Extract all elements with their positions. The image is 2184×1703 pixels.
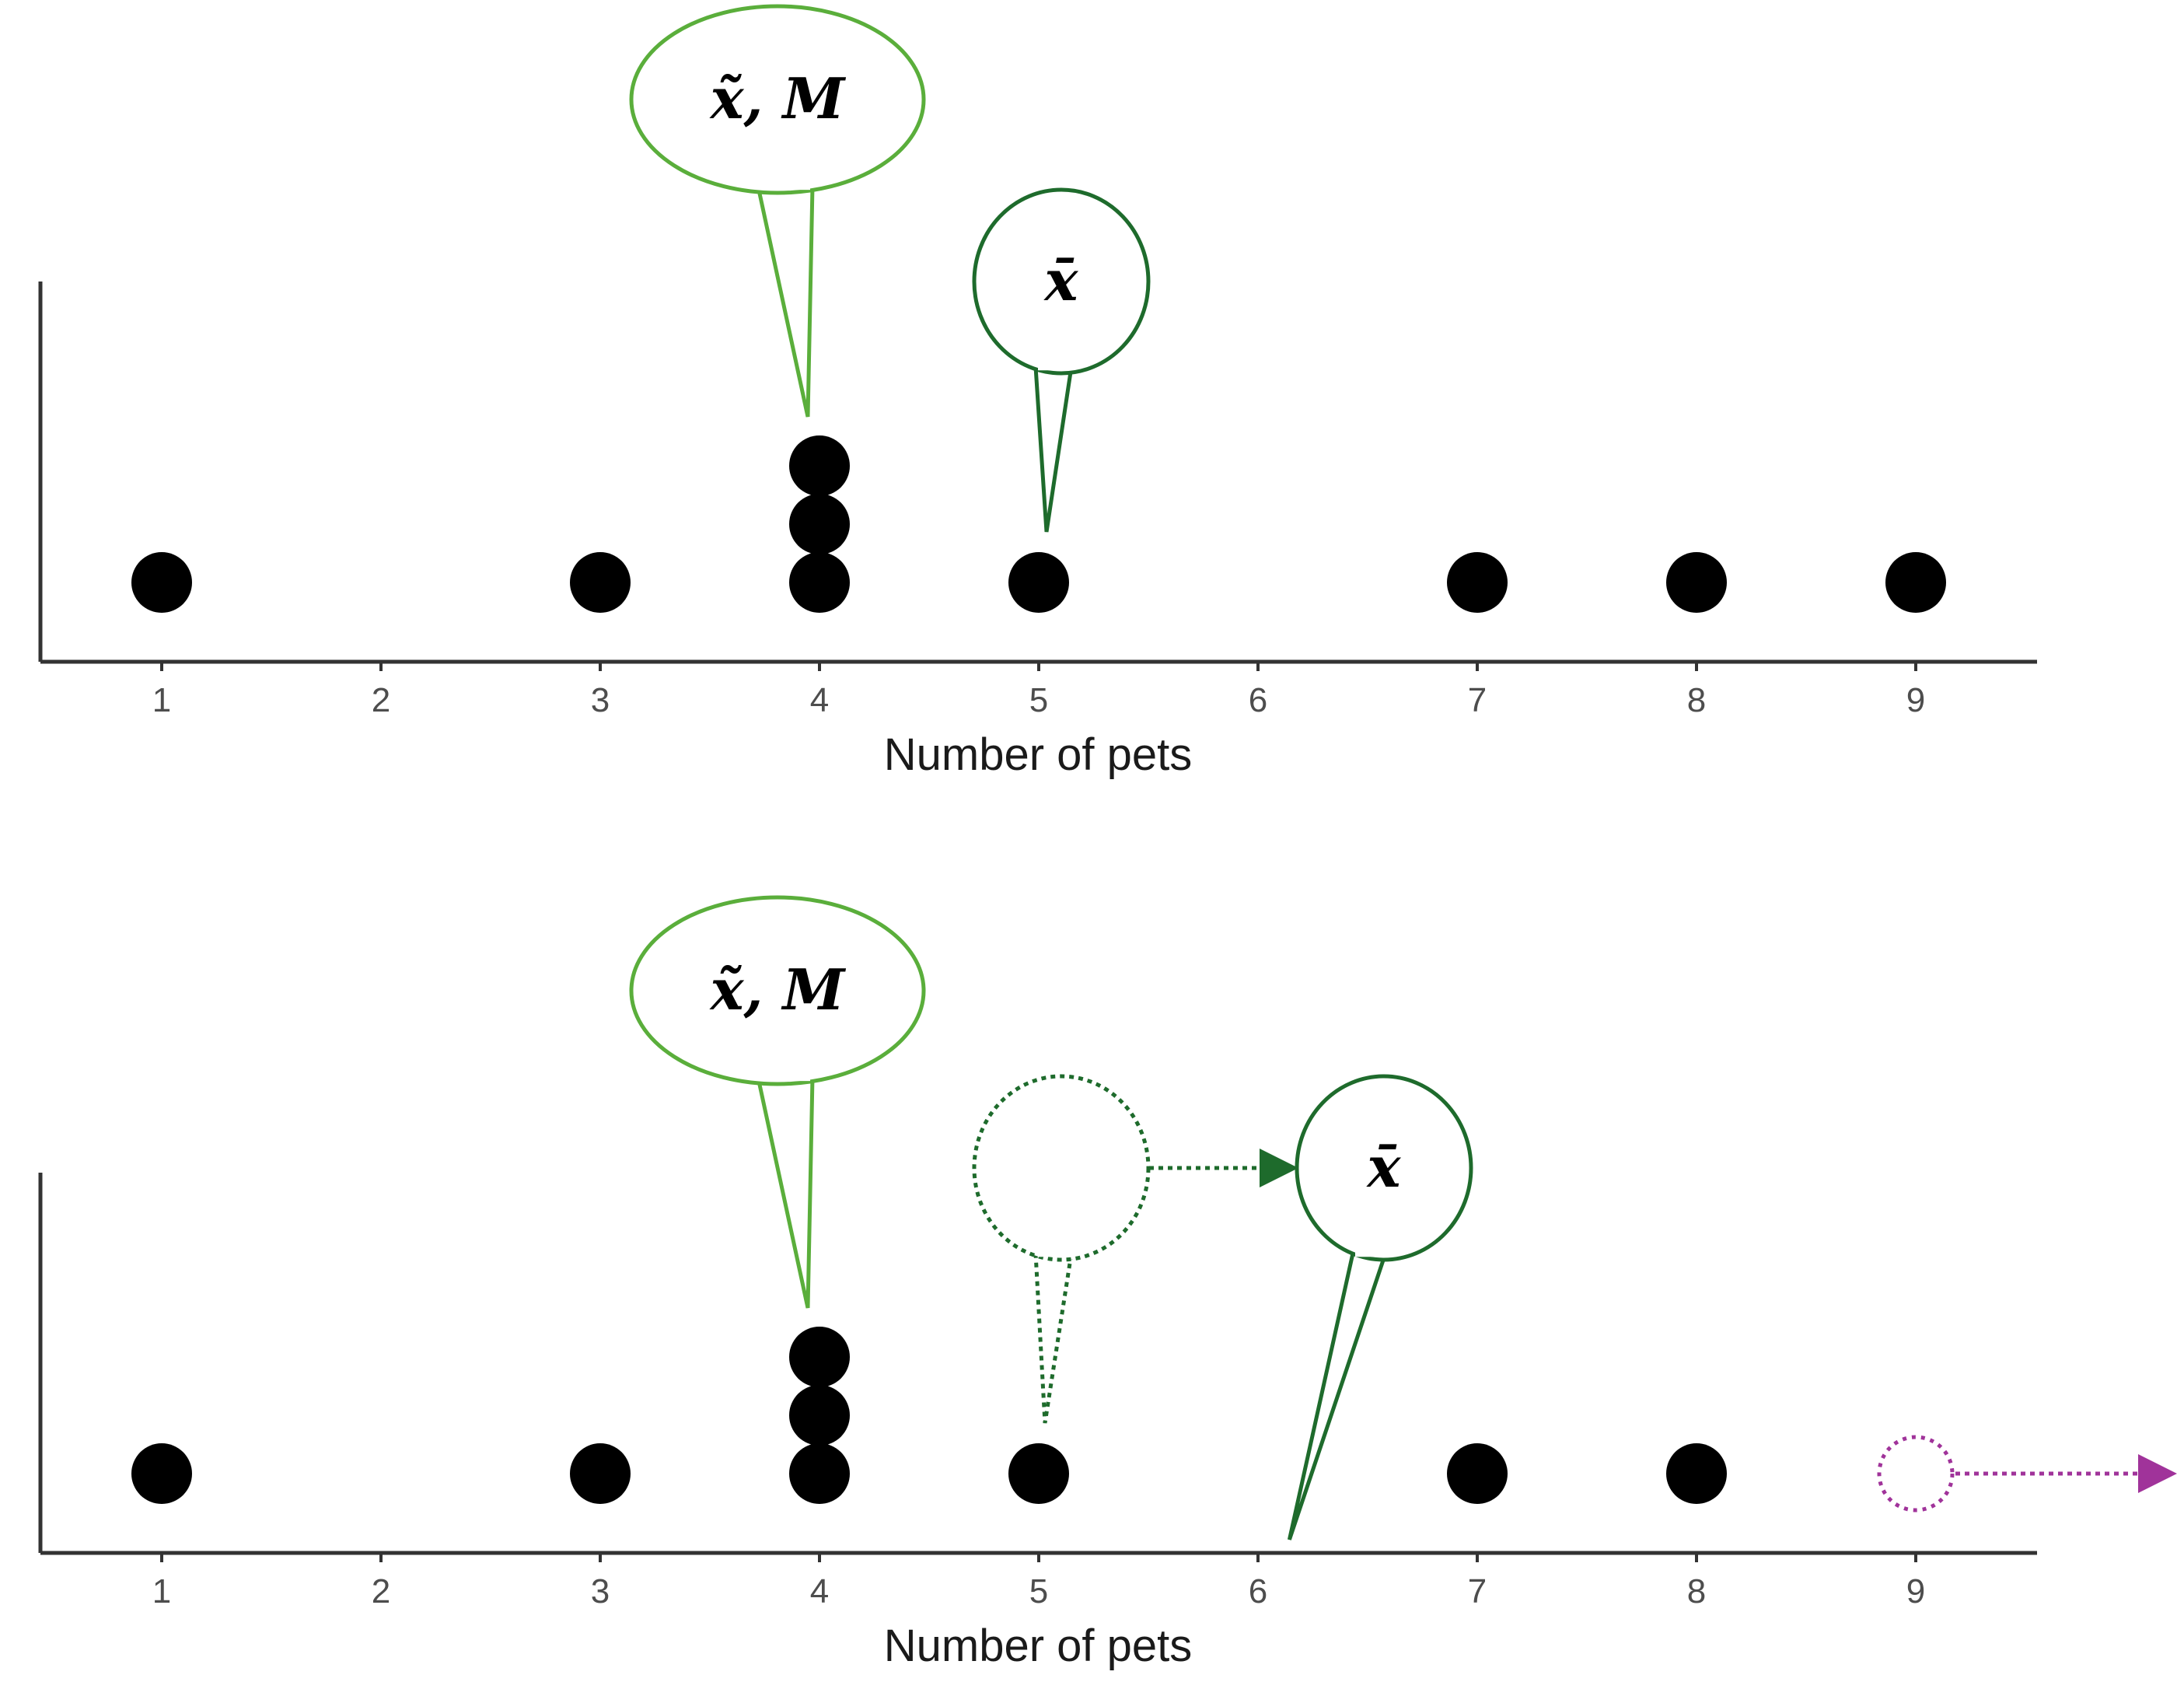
median-mode-callout-bubble (629, 895, 926, 1086)
data-dot (789, 1327, 850, 1387)
median-mode-callout-label: x̃, M (709, 956, 847, 1023)
x-tick-label: 4 (810, 681, 829, 719)
x-tick-label: 9 (1906, 1572, 1925, 1610)
mean-callout: x̄ (1287, 1074, 1473, 1540)
data-dot (1008, 552, 1069, 613)
x-tick-label: 9 (1906, 681, 1925, 719)
x-tick-label: 2 (372, 681, 390, 719)
data-dot (570, 1443, 631, 1504)
moved-point-outline (1877, 1435, 1955, 1512)
data-dot (131, 552, 192, 613)
mean-callout-tail (1287, 1252, 1388, 1540)
median-mode-callout-label: x̃, M (709, 65, 847, 131)
x-tick-label: 5 (1029, 1572, 1048, 1610)
median-mode-callout-bubble (629, 4, 926, 195)
mean-callout-bubble (972, 187, 1151, 376)
mean-callout-bubble (1295, 1074, 1473, 1262)
data-dot (131, 1443, 192, 1504)
x-axis-label: Number of pets (884, 729, 1193, 780)
x-tick-label: 6 (1249, 1572, 1267, 1610)
x-tick-label: 8 (1687, 681, 1706, 719)
mean-callout-tail (1033, 366, 1074, 533)
data-dot (570, 552, 631, 613)
median-mode-callout: x̃, M (629, 895, 926, 1309)
x-tick-label: 8 (1687, 1572, 1706, 1610)
median-mode-callout-tail (756, 1077, 815, 1309)
data-dot (789, 552, 850, 613)
x-tick-label: 1 (152, 1572, 171, 1610)
data-dot (789, 435, 850, 496)
x-tick-label: 1 (152, 681, 171, 719)
median-mode-callout: x̃, M (629, 4, 926, 418)
data-dot (789, 1443, 850, 1504)
x-tick-label: 7 (1468, 681, 1487, 719)
x-tick-label: 4 (810, 1572, 829, 1610)
x-tick-label: 6 (1249, 681, 1267, 719)
x-tick-label: 2 (372, 1572, 390, 1610)
data-dot (789, 1385, 850, 1446)
dot-plot-top: 1 2 3 4 5 6 7 8 9 Number of pets x̃, M x̄ (38, 4, 2037, 780)
x-tick-label: 7 (1468, 1572, 1487, 1610)
x-tick-label: 3 (591, 681, 610, 719)
mean-callout: x̄ (972, 187, 1151, 533)
median-mode-callout-tail (756, 186, 815, 418)
data-dot (1885, 552, 1946, 613)
data-dot (789, 494, 850, 554)
x-tick-label: 5 (1029, 681, 1048, 719)
mean-callout-label: x̄ (1043, 247, 1079, 313)
previous-mean-callout (972, 1074, 1151, 1424)
previous-mean-callout-tail (1033, 1253, 1074, 1424)
mean-callout-label: x̄ (1366, 1134, 1402, 1200)
data-dot (1666, 1443, 1727, 1504)
x-axis-label: Number of pets (884, 1621, 1193, 1671)
data-dot (1447, 1443, 1508, 1504)
data-dot (1447, 552, 1508, 613)
dot-plot-bottom: 1 2 3 4 5 6 7 8 9 Number of pets x̃, M x̄ (38, 895, 2177, 1671)
data-dot (1666, 552, 1727, 613)
previous-mean-callout-bubble (972, 1074, 1151, 1262)
data-dot (1008, 1443, 1069, 1504)
x-tick-label: 3 (591, 1572, 610, 1610)
